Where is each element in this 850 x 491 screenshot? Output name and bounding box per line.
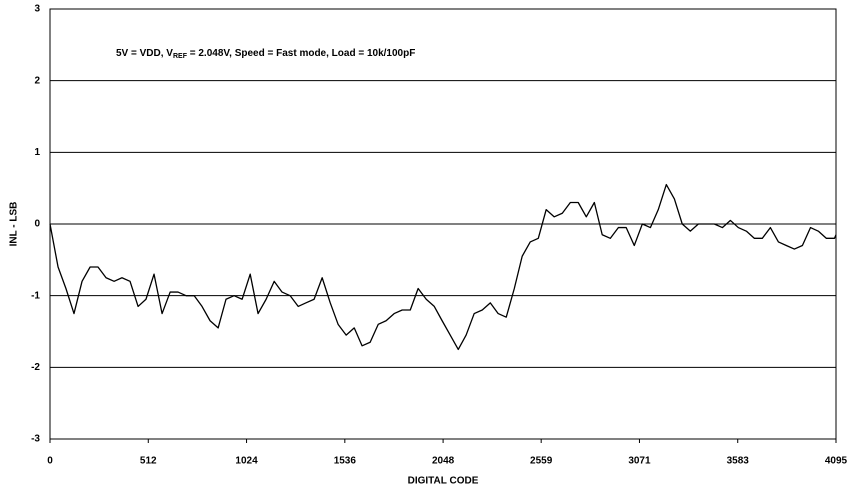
data-line: [49, 183, 837, 351]
x-tick-label: 3071: [628, 456, 651, 467]
x-tick-label: 1536: [334, 456, 357, 467]
y-tick-label: -1: [31, 290, 40, 301]
x-axis-label: DIGITAL CODE: [408, 476, 479, 487]
annotation-subscript: REF: [173, 53, 188, 60]
x-tick-label: 512: [140, 456, 157, 467]
y-tick-label: 2: [34, 75, 40, 86]
y-tick-label: -3: [31, 434, 40, 445]
x-tick-label: 1024: [235, 456, 258, 467]
x-tick-label: 2559: [530, 456, 553, 467]
annotation-text: = 2.048V, Speed = Fast mode, Load = 10k/…: [187, 48, 415, 59]
annotation-text: 5V = VDD, V: [116, 48, 173, 59]
y-tick-label: 1: [34, 147, 40, 158]
x-tick-label: 2048: [432, 456, 455, 467]
x-tick-label: 3583: [727, 456, 750, 467]
y-axis-label: INL - LSB: [9, 202, 20, 247]
y-tick-label: 3: [34, 4, 40, 15]
y-tick-label: -2: [31, 362, 40, 373]
y-tick-label: 0: [34, 219, 40, 230]
x-tick-label: 0: [47, 456, 53, 467]
x-tick-label: 4095: [825, 456, 848, 467]
annotation: 5V = VDD, VREF = 2.048V, Speed = Fast mo…: [116, 48, 415, 60]
